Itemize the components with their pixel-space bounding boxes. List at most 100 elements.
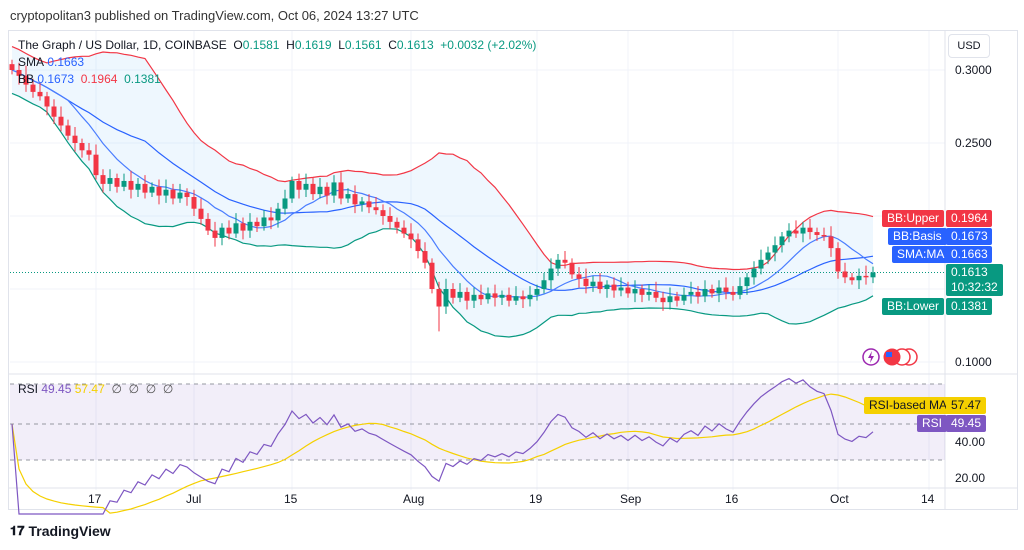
bb-lower-line [11,92,874,338]
last-price: 0.1613 [951,265,988,279]
time-axis-label: Aug [403,492,425,506]
price-axis-label: 0.2500 [955,136,992,150]
candle-body [170,189,176,199]
sma-legend[interactable]: SMA 0.1663 [18,55,84,69]
symbol-legend: The Graph / US Dollar, 1D, COINBASE O0.1… [18,38,536,52]
candle-body [653,291,659,298]
candle-body [681,294,687,301]
candle-body [37,91,43,97]
candle-body [289,180,295,199]
change-value: +0.0032 (+2.02%) [440,38,537,52]
bb-basis-value: 0.1673 [37,72,75,86]
candle-body [534,289,540,295]
candle-body [870,272,876,278]
bb-upper-price: 0.1964 [946,210,992,227]
candle-body [569,262,575,275]
candle-body [779,236,785,246]
candle-body [576,274,582,279]
candle-body [436,289,442,307]
candle-body [100,175,106,184]
candle-body [331,182,337,196]
candle-body [296,180,302,190]
candle-body [639,289,645,295]
candle-body [107,178,113,184]
candle-body [401,227,407,234]
bb-basis-tag: BB:Basis [888,228,947,245]
candle-body [520,296,526,300]
rsi-extra: ∅ [111,382,122,396]
candle-body [450,289,456,298]
candle-body [695,291,701,297]
candle-body [429,262,435,289]
candle-body [275,208,281,221]
candle-body [135,183,141,190]
candle-body [597,281,603,289]
candle-body [205,218,211,231]
candle-body [814,232,820,235]
candle-body [443,289,449,307]
candle-body [688,291,694,295]
candle-body [303,183,309,190]
candle-body [856,275,862,281]
candle-body [212,230,218,238]
rsi-legend[interactable]: RSI 49.45 57.47 ∅ ∅ ∅ ∅ [18,382,173,396]
chart-frame[interactable] [8,30,1018,510]
candle-body [240,223,246,231]
sma-label: SMA [18,55,45,69]
candle-body [394,221,400,228]
candle-body [842,271,848,278]
candle-body [149,186,155,193]
close-label: C [388,38,397,52]
candle-body [485,293,491,300]
rsi-price: 49.45 [946,415,986,432]
candle-body [163,189,169,196]
candle-body [30,84,36,92]
candle-body [618,287,624,291]
rsi-tag: RSI [917,415,948,432]
rsi-ma-price: 57.47 [946,397,986,414]
candle-body [660,297,666,303]
logo-text: TradingView [28,523,111,539]
rsi-ma-value: 57.47 [74,382,105,396]
candle-body [730,291,736,295]
rsi-value: 49.45 [41,382,72,396]
candle-body [821,234,827,237]
bar-countdown: 10:32:32 [951,280,998,294]
candle-body [716,287,722,294]
sma-line [11,69,874,299]
candle-body [632,289,638,294]
candle-body [744,277,750,287]
symbol-title: The Graph / US Dollar, 1D, COINBASE [18,38,227,52]
candle-body [366,201,372,208]
event-icons[interactable] [860,347,940,367]
publish-note: cryptopolitan3 published on TradingView.… [10,8,419,23]
bb-lower-tag: BB:Lower [882,298,945,315]
candle-body [506,294,512,301]
candle-body [807,227,813,233]
candle-body [79,143,85,151]
candle-body [625,287,631,294]
candle-body [604,284,610,289]
candle-body [324,186,330,196]
candle-body [352,194,358,205]
currency-button[interactable]: USD [948,34,990,58]
time-axis-label: Jul [186,492,202,506]
candle-body [527,294,533,300]
candle-body [863,275,869,278]
candle-body [772,245,778,253]
tradingview-logo[interactable]: 𝟏𝟕 TradingView [10,523,111,539]
candle-body [226,227,232,234]
time-axis-label: 19 [529,492,543,506]
candle-body [667,296,673,303]
candle-body [65,125,71,136]
time-axis-label: Sep [620,492,642,506]
rsi-extra: ∅ [162,382,174,396]
candle-body [156,186,162,196]
candle-body [44,96,50,107]
time-axis-label: 15 [284,492,298,506]
lightning-glyph [868,351,874,363]
candle-body [72,135,78,143]
bb-legend[interactable]: BB 0.1673 0.1964 0.1381 [18,72,161,86]
sma-tag: SMA:MA [892,246,950,263]
